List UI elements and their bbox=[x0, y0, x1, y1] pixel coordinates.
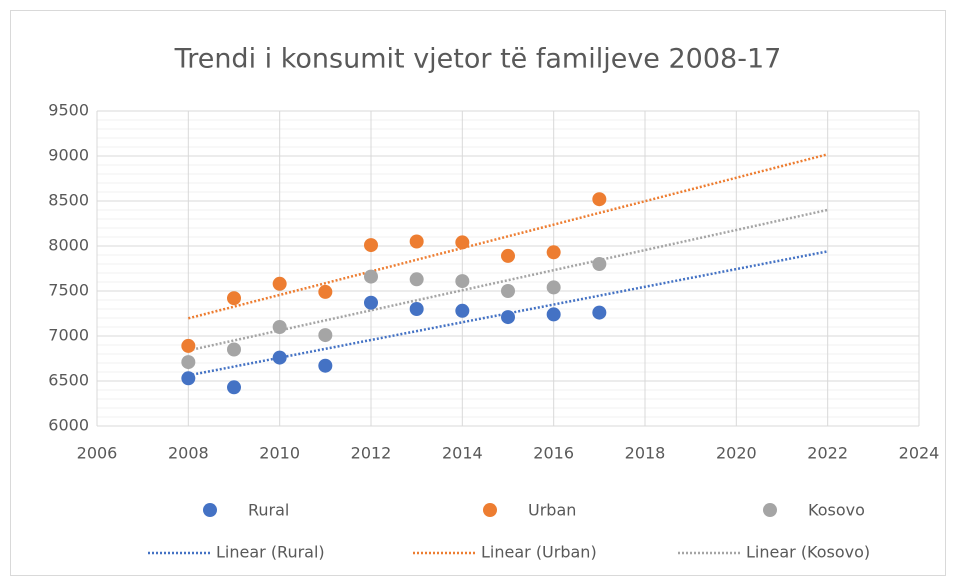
point bbox=[227, 342, 241, 357]
x-tick-label: 2016 bbox=[533, 444, 574, 463]
x-tick-label: 2006 bbox=[77, 444, 118, 463]
x-tick-label: 2018 bbox=[625, 444, 666, 463]
point bbox=[501, 284, 515, 298]
point bbox=[409, 302, 424, 316]
point bbox=[272, 320, 287, 334]
point bbox=[227, 291, 241, 306]
point bbox=[181, 355, 196, 370]
y-tick-label: 6500 bbox=[48, 371, 89, 390]
y-tick-label: 8000 bbox=[48, 236, 89, 255]
legend-marker bbox=[483, 503, 497, 517]
legend-label: Urban bbox=[528, 501, 576, 520]
point bbox=[409, 272, 424, 287]
point bbox=[592, 257, 607, 271]
point bbox=[409, 234, 424, 249]
point bbox=[501, 248, 515, 263]
point bbox=[272, 276, 287, 291]
x-tick-label: 2012 bbox=[351, 444, 392, 463]
point bbox=[318, 328, 333, 343]
point bbox=[181, 338, 196, 353]
legend-label: Linear (Kosovo) bbox=[746, 543, 870, 562]
y-tick-label: 6000 bbox=[48, 416, 89, 435]
point bbox=[364, 295, 378, 310]
point bbox=[227, 380, 241, 395]
point bbox=[272, 350, 287, 365]
x-tick-label: 2008 bbox=[168, 444, 209, 463]
x-tick-label: 2014 bbox=[442, 444, 483, 463]
x-tick-label: 2010 bbox=[259, 444, 300, 463]
point bbox=[181, 371, 196, 386]
point bbox=[546, 280, 561, 295]
x-tick-label: 2024 bbox=[899, 444, 940, 463]
y-tick-label: 7500 bbox=[48, 281, 89, 300]
point bbox=[364, 269, 378, 284]
legend-label: Linear (Rural) bbox=[216, 543, 325, 562]
point bbox=[455, 235, 470, 250]
y-tick-label: 7000 bbox=[48, 326, 89, 345]
x-tick-label: 2022 bbox=[807, 444, 848, 463]
legend-label: Kosovo bbox=[808, 501, 865, 520]
point bbox=[364, 238, 378, 253]
trendline bbox=[188, 208, 828, 352]
point bbox=[455, 303, 470, 318]
x-tick-label: 2020 bbox=[716, 444, 757, 463]
legend-label: Rural bbox=[248, 501, 289, 520]
point bbox=[318, 284, 333, 299]
point bbox=[592, 305, 607, 320]
point bbox=[501, 310, 515, 325]
point bbox=[455, 274, 470, 289]
chart-border bbox=[10, 10, 946, 576]
point bbox=[592, 192, 607, 207]
point bbox=[546, 307, 561, 322]
legend-marker bbox=[203, 503, 217, 517]
legend-marker bbox=[763, 503, 777, 517]
y-tick-label: 9500 bbox=[48, 101, 89, 120]
point bbox=[318, 358, 333, 373]
legend-label: Linear (Urban) bbox=[481, 543, 597, 562]
chart-title: Trendi i konsumit vjetor të familjeve 20… bbox=[174, 44, 782, 75]
y-tick-label: 8500 bbox=[48, 191, 89, 210]
y-tick-label: 9000 bbox=[48, 146, 89, 165]
point bbox=[546, 245, 561, 260]
